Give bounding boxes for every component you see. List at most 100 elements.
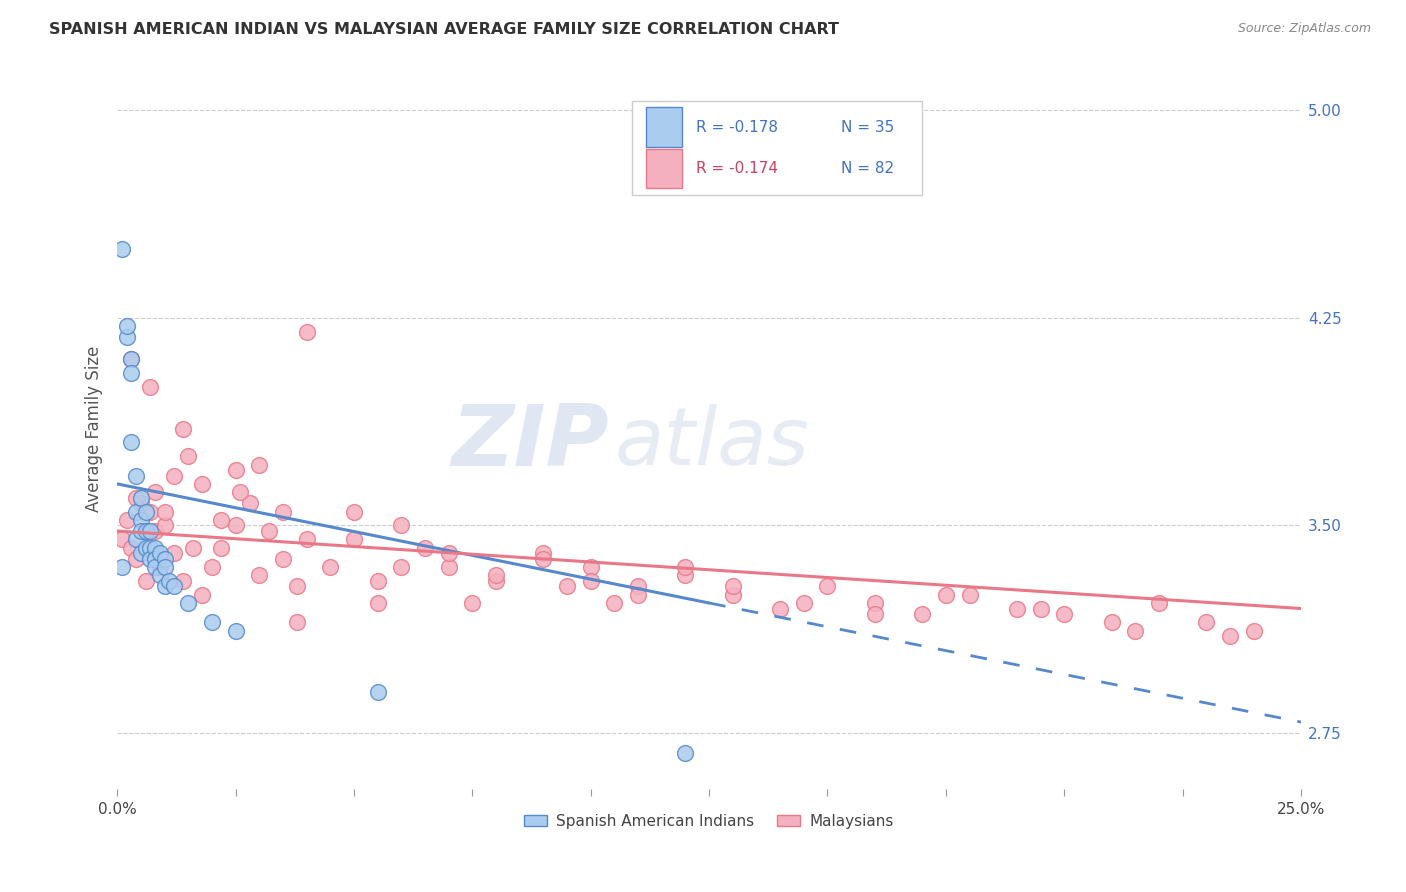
Point	[1243, 624, 1265, 638]
Point	[863, 607, 886, 621]
Point	[139, 551, 162, 566]
Text: R = -0.178: R = -0.178	[696, 120, 778, 135]
Point	[209, 513, 232, 527]
Point	[817, 579, 839, 593]
Point	[177, 449, 200, 463]
Point	[863, 596, 886, 610]
Point	[125, 533, 148, 547]
Point	[120, 366, 142, 380]
Y-axis label: Average Family Size: Average Family Size	[86, 345, 103, 512]
Point	[129, 513, 152, 527]
FancyBboxPatch shape	[633, 101, 922, 194]
Point	[239, 496, 262, 510]
Point	[111, 560, 134, 574]
Point	[120, 541, 142, 555]
Point	[271, 505, 294, 519]
Point	[111, 242, 134, 256]
Point	[673, 568, 696, 582]
Point	[135, 574, 157, 588]
Point	[129, 546, 152, 560]
Point	[143, 524, 166, 538]
Point	[129, 491, 152, 505]
Point	[367, 596, 389, 610]
Point	[935, 588, 957, 602]
Text: R = -0.174: R = -0.174	[696, 161, 778, 176]
Point	[153, 505, 176, 519]
Point	[343, 533, 366, 547]
Point	[295, 533, 318, 547]
Point	[172, 421, 194, 435]
Point	[367, 574, 389, 588]
Point	[163, 468, 186, 483]
Bar	[647, 148, 682, 188]
Point	[181, 541, 204, 555]
Text: Source: ZipAtlas.com: Source: ZipAtlas.com	[1237, 22, 1371, 36]
Point	[177, 596, 200, 610]
Point	[485, 574, 508, 588]
Point	[531, 551, 554, 566]
Point	[153, 579, 176, 593]
Point	[125, 468, 148, 483]
Point	[111, 533, 134, 547]
Point	[389, 518, 412, 533]
Point	[461, 596, 484, 610]
Point	[125, 505, 148, 519]
Point	[769, 601, 792, 615]
Point	[911, 607, 934, 621]
Text: ZIP: ZIP	[451, 401, 609, 484]
Point	[271, 551, 294, 566]
Legend: Spanish American Indians, Malaysians: Spanish American Indians, Malaysians	[519, 807, 900, 835]
Point	[143, 551, 166, 566]
Point	[1029, 601, 1052, 615]
Point	[437, 560, 460, 574]
Point	[367, 684, 389, 698]
Point	[579, 560, 602, 574]
Point	[389, 560, 412, 574]
Point	[579, 574, 602, 588]
Bar	[647, 107, 682, 147]
Point	[139, 541, 162, 555]
Point	[225, 463, 247, 477]
Point	[191, 476, 214, 491]
Point	[1005, 601, 1028, 615]
Point	[149, 560, 172, 574]
Text: N = 35: N = 35	[841, 120, 894, 135]
Point	[149, 568, 172, 582]
Point	[721, 588, 744, 602]
Point	[153, 551, 176, 566]
Point	[319, 560, 342, 574]
Text: SPANISH AMERICAN INDIAN VS MALAYSIAN AVERAGE FAMILY SIZE CORRELATION CHART: SPANISH AMERICAN INDIAN VS MALAYSIAN AVE…	[49, 22, 839, 37]
Point	[157, 574, 180, 588]
Point	[125, 491, 148, 505]
Point	[143, 541, 166, 555]
Point	[673, 560, 696, 574]
Point	[285, 579, 308, 593]
Point	[673, 746, 696, 760]
Point	[115, 319, 138, 334]
Point	[627, 588, 650, 602]
Point	[485, 568, 508, 582]
Point	[1123, 624, 1146, 638]
Point	[531, 546, 554, 560]
Point	[1147, 596, 1170, 610]
Point	[115, 513, 138, 527]
Point	[149, 546, 172, 560]
Point	[135, 524, 157, 538]
Point	[163, 579, 186, 593]
Point	[247, 458, 270, 472]
Point	[135, 505, 157, 519]
Point	[257, 524, 280, 538]
Point	[627, 579, 650, 593]
Point	[413, 541, 436, 555]
Point	[437, 546, 460, 560]
Point	[120, 352, 142, 367]
Point	[129, 496, 152, 510]
Point	[153, 560, 176, 574]
Text: atlas: atlas	[614, 404, 808, 482]
Point	[225, 518, 247, 533]
Point	[143, 485, 166, 500]
Point	[959, 588, 981, 602]
Point	[120, 435, 142, 450]
Point	[1195, 615, 1218, 630]
Point	[1101, 615, 1123, 630]
